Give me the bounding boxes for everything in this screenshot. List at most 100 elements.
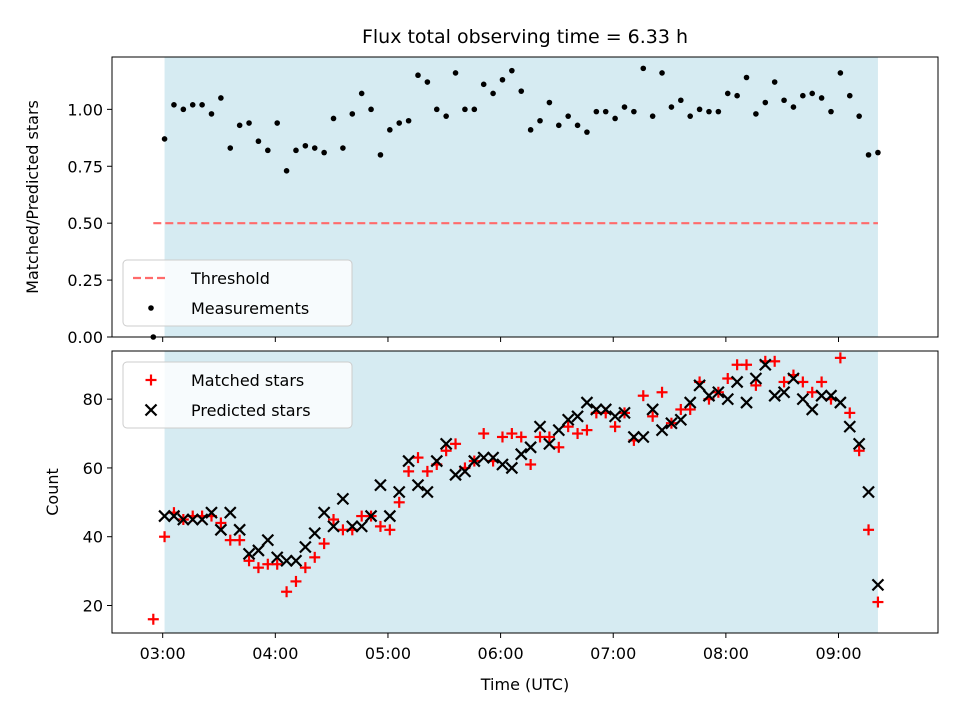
measurement-point xyxy=(208,111,215,117)
predicted-star-point xyxy=(374,478,387,492)
predicted-star-point xyxy=(205,506,218,519)
predicted-star-point-b xyxy=(674,413,688,427)
predicted-star-point-b xyxy=(627,430,641,444)
matched-star-point xyxy=(299,562,311,574)
predicted-star-point xyxy=(233,523,246,537)
predicted-star-point xyxy=(308,526,322,540)
measurement-point xyxy=(161,136,168,142)
predicted-star-point xyxy=(242,547,256,561)
predicted-star-point-b xyxy=(364,509,378,523)
predicted-star-point xyxy=(514,447,528,461)
predicted-star-point xyxy=(815,389,828,402)
bottom-xlabel: Time (UTC) xyxy=(480,675,569,694)
predicted-star-point-b xyxy=(402,454,415,468)
predicted-star-point-b xyxy=(261,533,275,547)
predicted-star-point-b xyxy=(533,420,547,433)
predicted-star-point xyxy=(195,513,209,526)
predicted-star-point-b xyxy=(834,396,847,409)
measurement-point xyxy=(340,145,346,151)
y-tick-label: 40 xyxy=(83,528,103,547)
measurement-point xyxy=(255,138,262,145)
predicted-star-point-b xyxy=(167,509,181,523)
predicted-star-point xyxy=(346,520,359,533)
measurement-point xyxy=(387,127,393,133)
predicted-star-point xyxy=(355,520,368,533)
measurement-point xyxy=(433,106,440,113)
predicted-star-point xyxy=(505,461,519,475)
measurement-point xyxy=(555,122,562,129)
predicted-star-point-b xyxy=(777,385,791,399)
matched-star-point xyxy=(637,390,649,402)
measurement-point xyxy=(762,99,769,106)
predicted-star-point xyxy=(712,385,725,399)
predicted-star-point xyxy=(759,358,772,372)
y-tick-label: 0.25 xyxy=(67,271,103,290)
measurement-point xyxy=(696,106,703,113)
measurement-point xyxy=(199,102,205,108)
predicted-star-point-b xyxy=(355,520,368,533)
predicted-star-point-b xyxy=(805,403,819,416)
measurement-point xyxy=(875,149,881,156)
matched-star-point xyxy=(271,558,283,570)
measurement-point xyxy=(302,142,309,149)
matched-star-point xyxy=(337,524,349,536)
predicted-star-point xyxy=(580,396,594,409)
matched-star-point xyxy=(534,431,546,443)
predicted-star-point xyxy=(252,544,265,557)
matched-star-point xyxy=(403,465,415,477)
predicted-star-point xyxy=(824,389,838,402)
predicted-star-point-b xyxy=(599,403,613,416)
top-ylabel: Matched/Predicted stars xyxy=(23,100,42,294)
predicted-star-point-b xyxy=(815,389,828,402)
predicted-star-point-b xyxy=(270,551,284,564)
measurement-point xyxy=(743,74,750,81)
predicted-star-point xyxy=(486,451,500,464)
predicted-star-point-b xyxy=(158,509,171,523)
predicted-star-point-b xyxy=(871,578,885,592)
matched-star-point xyxy=(440,445,452,457)
predicted-star-point xyxy=(167,509,181,523)
predicted-star-point-b xyxy=(749,372,763,385)
predicted-star-point xyxy=(646,403,659,416)
predicted-star-point-b xyxy=(177,513,190,526)
matched-star-point xyxy=(769,355,781,367)
measurement-point xyxy=(377,152,384,158)
predicted-star-point xyxy=(693,379,706,392)
predicted-star-point xyxy=(843,420,857,433)
predicted-star-point-b xyxy=(374,478,387,492)
predicted-star-point-b xyxy=(439,437,453,451)
legend-box xyxy=(122,361,353,429)
matched-star-point xyxy=(543,431,555,443)
predicted-star-point-b xyxy=(346,520,359,533)
measurement-point xyxy=(846,92,853,99)
measurement-point xyxy=(415,72,421,79)
measurement-point xyxy=(368,106,374,113)
predicted-star-point-b xyxy=(590,403,603,416)
legend-marker-swatch xyxy=(144,403,158,417)
matched-star-point xyxy=(553,441,565,453)
matched-star-point xyxy=(243,555,255,567)
predicted-star-point xyxy=(636,430,650,444)
predicted-star-point-b xyxy=(768,389,781,402)
matched-star-point xyxy=(252,562,264,574)
predicted-star-point xyxy=(280,554,293,568)
matched-star-point xyxy=(234,534,246,546)
measurement-point xyxy=(424,79,431,85)
predicted-star-point-b xyxy=(787,372,800,385)
matched-star-point xyxy=(844,407,856,419)
predicted-star-point-b xyxy=(392,485,406,499)
predicted-star-point xyxy=(665,416,678,430)
matched-star-point xyxy=(147,613,159,625)
predicted-star-point-b xyxy=(421,485,434,499)
matched-star-point xyxy=(741,359,753,371)
legend-marker-swatch-b xyxy=(144,403,158,417)
measurement-point xyxy=(265,147,271,154)
measurement-point xyxy=(668,104,675,110)
measurement-point xyxy=(443,113,449,119)
matched-star-point xyxy=(647,410,659,422)
predicted-star-point xyxy=(223,506,237,519)
measurement-point xyxy=(706,108,712,115)
predicted-star-point xyxy=(411,478,425,492)
measurement-point xyxy=(349,111,356,117)
predicted-star-point xyxy=(336,492,350,506)
